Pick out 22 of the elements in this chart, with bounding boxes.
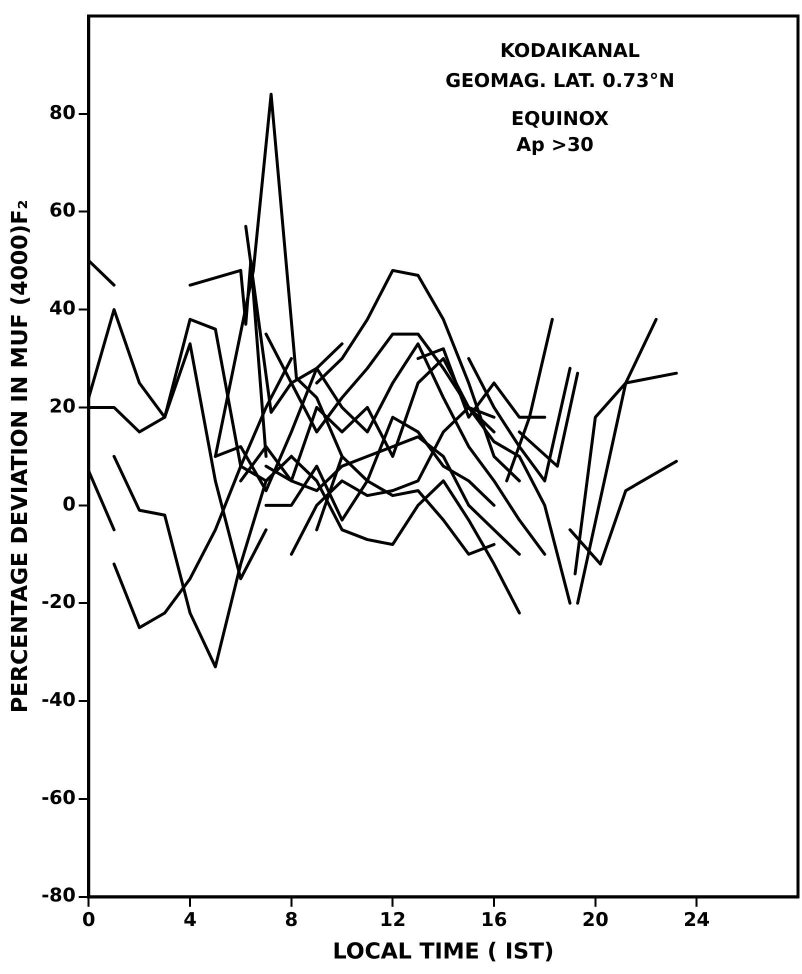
x-tick-label: 0 xyxy=(82,909,96,932)
annotation: KODAIKANAL xyxy=(500,40,640,62)
annotation: GEOMAG. LAT. 0.73°N xyxy=(445,70,675,92)
x-tick-label: 12 xyxy=(379,909,406,932)
y-tick-label: 20 xyxy=(49,395,76,418)
y-tick-label: 0 xyxy=(62,493,76,516)
y-tick-label: 60 xyxy=(49,200,76,222)
x-tick-label: 8 xyxy=(284,909,298,932)
y-tick-label: -60 xyxy=(41,786,76,809)
annotation: EQUINOX xyxy=(511,108,610,130)
y-tick-label: -80 xyxy=(41,884,76,907)
x-tick-label: 4 xyxy=(183,909,197,932)
x-tick-label: 16 xyxy=(480,909,508,932)
annotation: Ap >30 xyxy=(516,134,594,156)
y-tick-label: -20 xyxy=(41,591,76,614)
y-tick-label: -40 xyxy=(41,689,76,712)
y-axis-title: PERCENTAGE DEVIATION IN MUF (4000)F₂ xyxy=(8,200,33,714)
y-tick-label: 40 xyxy=(49,298,76,320)
x-axis-title: LOCAL TIME ( IST) xyxy=(332,940,554,965)
x-tick-label: 24 xyxy=(683,909,710,932)
y-tick-label: 80 xyxy=(49,102,76,124)
x-tick-label: 20 xyxy=(582,909,609,932)
